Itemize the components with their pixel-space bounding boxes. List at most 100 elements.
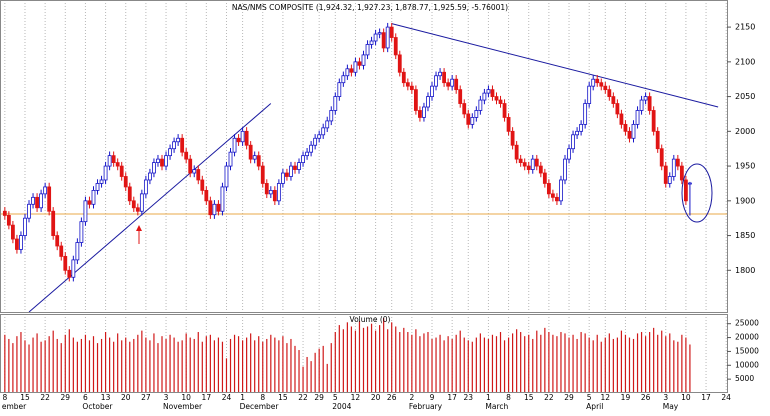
x-tick-label: 12 [601, 393, 611, 402]
volume-bar [576, 338, 578, 393]
volume-bar [383, 318, 385, 393]
volume-bar [540, 334, 542, 393]
month-label: May [663, 402, 679, 411]
volume-bar [689, 344, 691, 393]
candle-body [27, 203, 31, 219]
candle-body [123, 176, 128, 188]
month-label: November [163, 402, 203, 411]
volume-bar [572, 334, 574, 393]
candle-body [87, 200, 92, 205]
volume-bar [427, 332, 429, 393]
candle-body [268, 189, 273, 195]
candle-body [559, 179, 563, 202]
candle-body [409, 85, 414, 91]
candle-body [659, 148, 664, 167]
y-tick-label: 10000 [735, 360, 759, 369]
volume-bar [362, 327, 365, 393]
volume-bar [616, 337, 618, 393]
volume-bar [584, 333, 586, 393]
x-tick-label: 22 [40, 393, 50, 402]
volume-bar [233, 334, 236, 393]
candle-body [571, 134, 575, 150]
volume-bar [346, 322, 348, 393]
month-label: December [240, 402, 280, 411]
candle-body [587, 85, 592, 104]
x-tick-label: 22 [544, 393, 554, 402]
candle-body [285, 172, 289, 177]
candle-body [317, 134, 322, 139]
volume-bar [487, 338, 490, 393]
candle-body [305, 151, 309, 157]
candle-body [6, 215, 11, 226]
candle-body [127, 186, 132, 202]
candle-body [264, 183, 269, 195]
candle-body [43, 186, 48, 195]
y-tick-label: 2150 [735, 23, 755, 32]
x-tick-label: 2 [409, 393, 414, 402]
volume-bar [354, 330, 357, 393]
volume-bar [620, 330, 623, 393]
volume-bar [88, 340, 91, 393]
volume-title: Volume (0) [350, 315, 391, 324]
candle-body [466, 113, 471, 125]
candle-body [647, 96, 652, 111]
volume-bar [177, 341, 179, 393]
volume-bar [36, 333, 38, 393]
candle-body [534, 158, 539, 167]
volume-bar [20, 332, 22, 393]
volume-bar [564, 333, 566, 393]
y-tick-label: 5000 [735, 374, 754, 383]
candle-body [353, 61, 358, 73]
volume-bar [197, 332, 199, 393]
candle-body [675, 158, 680, 167]
candle-body [615, 103, 620, 115]
candle-body [579, 123, 584, 132]
volume-bar [104, 332, 107, 393]
candle-body [152, 162, 156, 174]
volume-bar [649, 332, 651, 393]
x-tick-label: 8 [2, 393, 7, 402]
x-tick-label: 15 [524, 393, 534, 402]
x-tick-label: 22 [298, 393, 308, 402]
volume-bar [544, 327, 546, 393]
volume-bar [149, 340, 151, 393]
candle-body [619, 113, 624, 125]
candle-body [143, 179, 148, 195]
volume-bar [286, 343, 288, 393]
volume-bar [217, 337, 220, 393]
candle-body [301, 155, 305, 164]
candle-body [297, 162, 301, 170]
volume-bar [40, 341, 42, 393]
candle-body [148, 172, 152, 181]
volume-bar [507, 337, 510, 393]
volume-bar [580, 332, 582, 393]
candle-body [373, 33, 378, 42]
candle-body [595, 78, 600, 84]
y-tick-label: 2100 [735, 57, 755, 66]
candle-body [643, 96, 648, 101]
candle-body [23, 217, 27, 236]
candle-body [679, 165, 684, 181]
candle-body [228, 151, 233, 167]
candle-body [337, 82, 342, 97]
volume-bar [342, 329, 344, 393]
arrow-annotation [136, 225, 142, 244]
volume-bar [657, 334, 659, 393]
candle-body [607, 89, 612, 97]
candle-body [538, 165, 543, 174]
volume-bar [338, 325, 340, 393]
volume-bar [451, 338, 453, 393]
candle-body [522, 162, 527, 167]
candle-body [611, 96, 616, 104]
volume-bar [72, 337, 74, 393]
candle-body [107, 155, 112, 167]
volume-bar [560, 332, 562, 393]
candle-body [478, 99, 483, 111]
volume-bar [16, 336, 18, 393]
candle-body [252, 155, 257, 160]
candle-body [688, 182, 692, 185]
candle-body [31, 196, 35, 205]
volume-bar [56, 338, 58, 393]
candle-body [91, 189, 96, 205]
volume-bar [205, 336, 207, 393]
